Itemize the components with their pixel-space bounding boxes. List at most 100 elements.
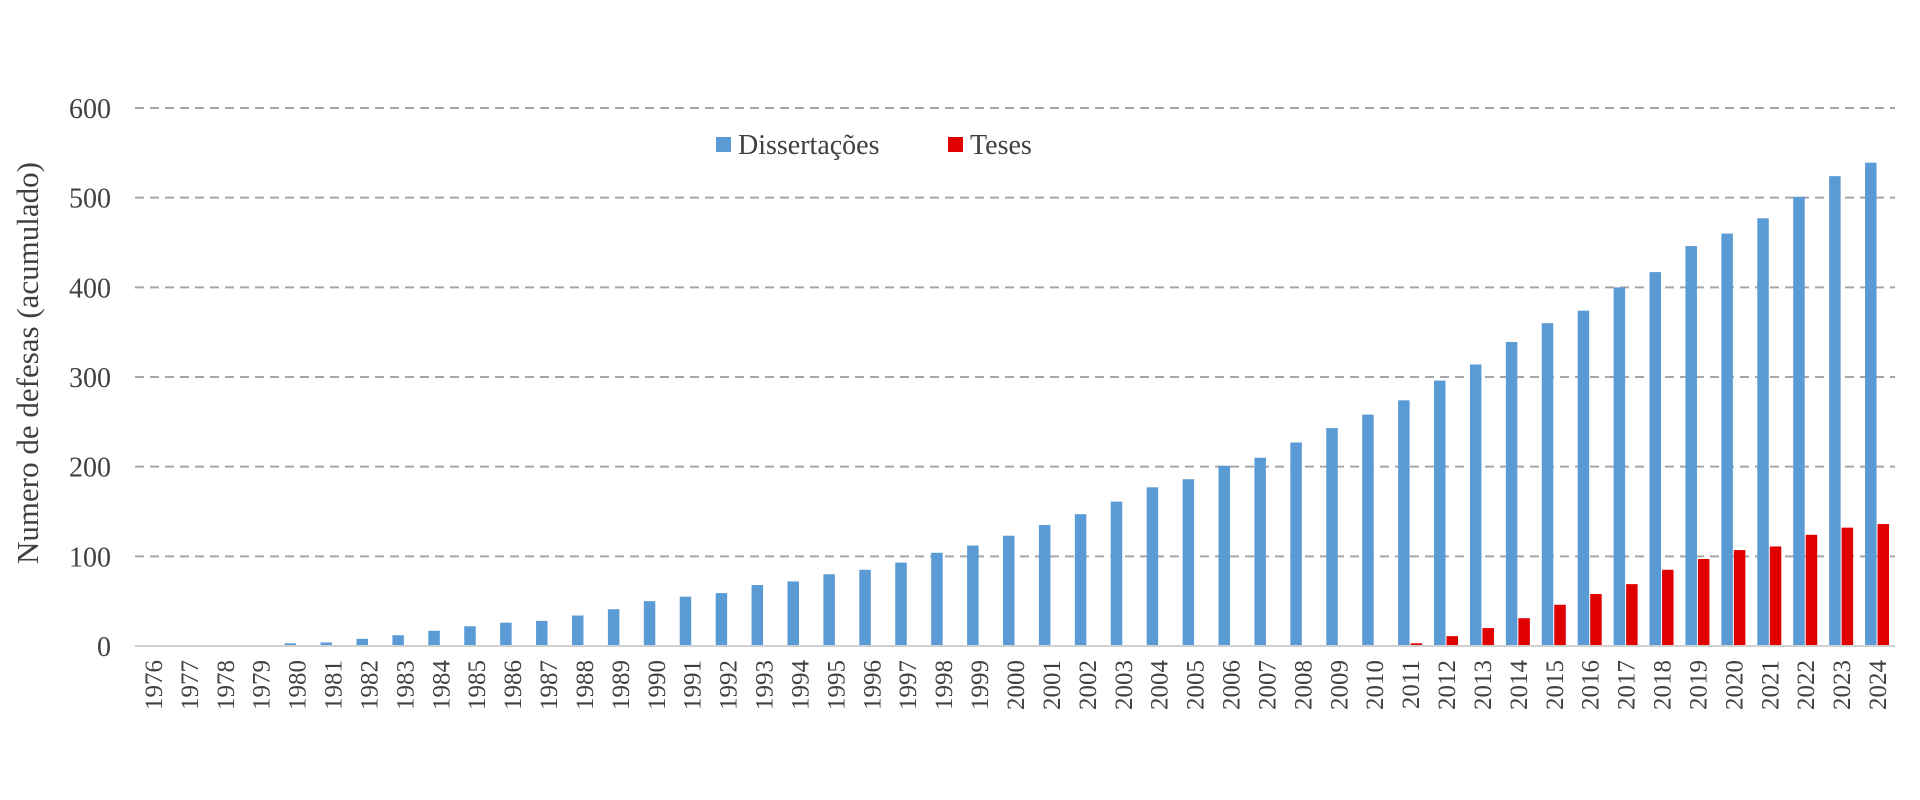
x-tick-label: 1984	[428, 660, 455, 711]
bar-dissertacoes	[1757, 218, 1769, 647]
bar-dissertacoes	[1613, 287, 1626, 646]
x-tick-label: 2021	[1757, 660, 1784, 710]
x-tick-label: 1992	[716, 660, 743, 710]
x-tick-label: 1996	[859, 660, 886, 710]
bar-teses	[1697, 559, 1710, 646]
x-tick-label: 1994	[787, 660, 814, 711]
x-tick-label: 2007	[1254, 660, 1281, 710]
bar-dissertacoes	[500, 622, 512, 646]
x-tick-label: 2000	[1003, 660, 1030, 710]
x-tick-label: 1976	[141, 660, 168, 710]
y-tick-label: 400	[69, 273, 111, 304]
bar-dissertacoes	[1290, 442, 1302, 646]
bar-teses	[1554, 604, 1566, 646]
x-tick-label: 2024	[1865, 660, 1892, 711]
y-tick-label: 0	[97, 632, 111, 663]
x-tick-label: 1999	[967, 660, 994, 710]
bar-dissertacoes	[536, 620, 548, 646]
x-tick-labels: 1976 1977 1978 1979 1980 1981 1982 1983 1984 1985…	[141, 660, 1892, 711]
x-tick-label: 1993	[752, 660, 779, 710]
x-tick-label: 1982	[356, 660, 383, 710]
x-tick-label: 1980	[285, 660, 312, 710]
x-tick-label: 2019	[1685, 660, 1712, 710]
bar-dissertacoes	[1218, 465, 1231, 646]
y-tick-label: 200	[69, 453, 111, 484]
bar-teses	[1482, 628, 1494, 646]
x-tick-label: 1998	[931, 660, 958, 710]
bar-dissertacoes	[967, 545, 979, 646]
bar-dissertacoes	[320, 642, 333, 646]
x-tick-label: 2020	[1721, 660, 1748, 710]
bar-teses	[1518, 618, 1530, 646]
bar-dissertacoes	[356, 638, 368, 646]
y-tick-label: 500	[69, 184, 111, 215]
gridlines	[135, 107, 1895, 558]
bar-dissertacoes	[428, 630, 440, 646]
y-tick-label: 600	[69, 94, 111, 125]
bar-dissertacoes	[1038, 524, 1051, 646]
x-tick-label: 1979	[249, 660, 276, 710]
bar-dissertacoes	[1434, 380, 1446, 646]
bar-dissertacoes	[1793, 196, 1805, 646]
x-tick-label: 1987	[536, 660, 563, 710]
x-tick-label: 2003	[1111, 660, 1138, 710]
bar-teses	[1841, 527, 1854, 646]
legend-swatch-dissertacoes	[716, 137, 731, 152]
bar-dissertacoes	[1649, 272, 1662, 646]
x-tick-label: 2012	[1434, 660, 1461, 710]
y-tick-label: 100	[69, 542, 111, 573]
x-tick-label: 1995	[823, 660, 850, 710]
bar-dissertacoes	[1074, 514, 1087, 646]
x-tick-label: 2010	[1362, 660, 1389, 710]
bar-teses	[1733, 550, 1746, 646]
bar-dissertacoes	[1829, 176, 1841, 646]
x-tick-label: 1985	[464, 660, 491, 710]
x-tick-label: 1978	[213, 660, 240, 710]
x-tick-label: 2011	[1398, 660, 1425, 709]
bar-dissertacoes	[392, 635, 404, 646]
bar-dissertacoes	[787, 581, 799, 646]
y-tick-label: 300	[69, 363, 111, 394]
x-tick-label: 2001	[1039, 660, 1066, 710]
bar-dissertacoes	[1577, 310, 1590, 646]
x-tick-label: 2022	[1793, 660, 1820, 710]
legend: Dissertações Teses	[716, 130, 1032, 161]
bar-dissertacoes	[679, 596, 692, 646]
bar-dissertacoes	[643, 601, 656, 646]
bar-dissertacoes	[1254, 457, 1266, 646]
bar-dissertacoes	[1146, 487, 1159, 646]
bar-dissertacoes	[1505, 342, 1518, 646]
x-tick-label: 2013	[1470, 660, 1497, 710]
x-tick-label: 2016	[1578, 660, 1605, 710]
x-tick-label: 1986	[500, 660, 527, 710]
x-tick-label: 1988	[572, 660, 599, 710]
bar-dissertacoes	[1865, 162, 1877, 647]
x-tick-label: 2004	[1147, 660, 1174, 711]
x-tick-label: 2017	[1614, 660, 1641, 710]
bar-teses	[1446, 636, 1459, 646]
x-tick-label: 1977	[177, 660, 204, 710]
x-tick-label: 2002	[1075, 660, 1102, 710]
bar-dissertacoes	[715, 593, 728, 646]
bar-dissertacoes	[1003, 535, 1015, 646]
bar-dissertacoes	[1398, 400, 1410, 646]
bar-dissertacoes	[571, 615, 584, 646]
x-tick-label: 2006	[1219, 660, 1246, 710]
bar-teses	[1662, 569, 1674, 646]
bar-dissertacoes	[1541, 323, 1554, 646]
x-tick-label: 2009	[1326, 660, 1353, 710]
x-tick-label: 2014	[1506, 660, 1533, 711]
legend-swatch-teses	[948, 137, 963, 152]
bars	[248, 162, 1890, 647]
bar-dissertacoes	[1721, 233, 1733, 647]
bar-dissertacoes	[1685, 246, 1697, 646]
bar-dissertacoes	[1182, 479, 1195, 646]
x-tick-label: 1990	[644, 660, 671, 710]
bar-teses	[1590, 593, 1602, 646]
bar-dissertacoes	[751, 585, 764, 646]
bar-dissertacoes	[1110, 501, 1123, 646]
x-tick-label: 1981	[321, 660, 348, 710]
bar-dissertacoes	[931, 552, 943, 646]
bar-teses	[1626, 584, 1638, 646]
